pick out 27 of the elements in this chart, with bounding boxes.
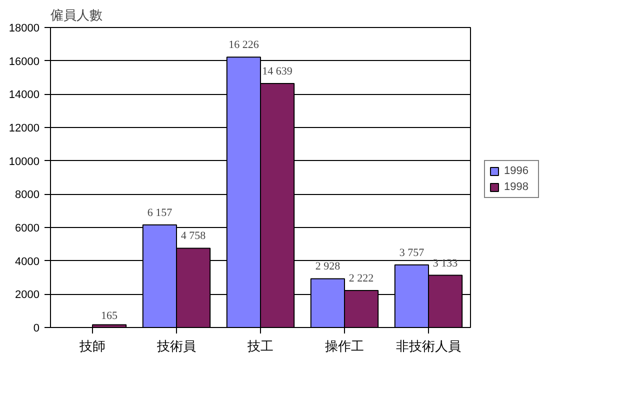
y-tick-label: 8000: [15, 189, 40, 202]
data-label: 14 639: [262, 66, 293, 78]
data-label: 6 157: [147, 206, 173, 219]
data-label: 3 757: [399, 246, 425, 259]
y-tick-label: 6000: [15, 222, 40, 234]
y-tick-label: 14000: [8, 89, 40, 102]
y-tick-label: 18000: [8, 22, 40, 34]
data-label: 2 928: [315, 260, 341, 273]
legend-label: 1998: [504, 181, 530, 193]
x-tick-label: 技工: [246, 338, 274, 354]
y-tick-label: 16000: [8, 56, 40, 68]
x-tick-label: 技術員: [156, 338, 196, 354]
y-tick-label: 12000: [8, 122, 40, 134]
data-label: 2 222: [348, 272, 374, 284]
y-tick-label: 2000: [15, 289, 40, 302]
data-label: 16 226: [228, 39, 260, 52]
y-axis-title: 僱員人數: [50, 8, 102, 22]
y-tick-label: 4000: [15, 256, 40, 268]
y-tick-label: 10000: [8, 156, 40, 168]
y-tick-label: 0: [33, 322, 40, 334]
data-label: 4 758: [180, 230, 206, 242]
x-tick-label: 非技術人員: [396, 338, 461, 354]
x-tick-label: 操作工: [325, 338, 364, 354]
data-label: 3 133: [432, 257, 458, 270]
legend-label: 1996: [504, 165, 530, 177]
x-tick-label: 技師: [78, 338, 106, 354]
data-label: 165: [101, 310, 118, 322]
